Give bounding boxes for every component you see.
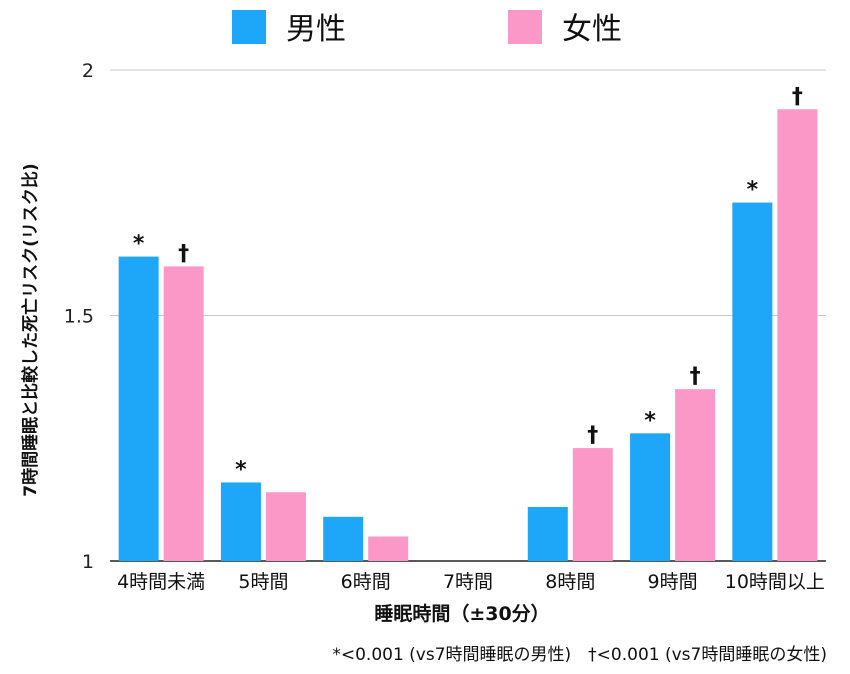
- bars: [118, 109, 818, 561]
- x-tick-label: 7時間: [443, 571, 493, 593]
- bar-male: [630, 433, 671, 561]
- dagger-mark: †: [690, 364, 701, 389]
- legend: 男性 女性: [232, 10, 622, 47]
- bar-female: [572, 448, 613, 561]
- y-tick-label: 1.5: [64, 306, 94, 328]
- x-tick-label: 5時間: [238, 571, 288, 593]
- x-tick-label: 8時間: [545, 571, 595, 593]
- y-axis-ticks: 11.52: [64, 60, 94, 573]
- footnote: *<0.001 (vs7時間睡眠の男性) †<0.001 (vs7時間睡眠の女性…: [332, 645, 827, 665]
- bar-male: [220, 482, 261, 561]
- legend-label-female: 女性: [562, 12, 622, 47]
- x-tick-label: 9時間: [648, 571, 698, 593]
- x-tick-label: 4時間未満: [117, 571, 205, 593]
- asterisk-mark: *: [133, 232, 145, 257]
- bar-female: [265, 492, 306, 561]
- significance-marks: * † * † * † * †: [133, 84, 803, 482]
- y-tick-label: 2: [82, 60, 94, 82]
- legend-swatch-male: [232, 10, 266, 44]
- x-tick-label: 10時間以上: [725, 571, 825, 593]
- asterisk-mark: *: [747, 178, 759, 203]
- legend-label-male: 男性: [286, 12, 346, 47]
- bar-male: [527, 506, 568, 561]
- y-axis-label: 7時間睡眠と比較した死亡リスク(リスク比): [20, 163, 41, 496]
- x-axis-label: 睡眠時間（±30分）: [374, 602, 549, 625]
- bar-male: [118, 256, 159, 561]
- x-axis-ticks: 4時間未満 5時間 6時間 7時間 8時間 9時間 10時間以上: [117, 571, 825, 593]
- legend-swatch-female: [508, 10, 542, 44]
- dagger-mark: †: [587, 423, 598, 448]
- bar-female: [368, 536, 409, 561]
- dagger-mark: †: [792, 84, 803, 109]
- x-tick-label: 6時間: [341, 571, 391, 593]
- bar-female: [777, 109, 818, 561]
- asterisk-mark: *: [235, 457, 247, 482]
- bar-male: [732, 202, 773, 561]
- bar-male: [323, 516, 364, 561]
- asterisk-mark: *: [644, 408, 656, 433]
- bar-female: [675, 389, 716, 561]
- bar-female: [163, 266, 204, 561]
- gridlines: [110, 69, 826, 562]
- y-tick-label: 1: [82, 551, 94, 573]
- dagger-mark: †: [178, 241, 189, 266]
